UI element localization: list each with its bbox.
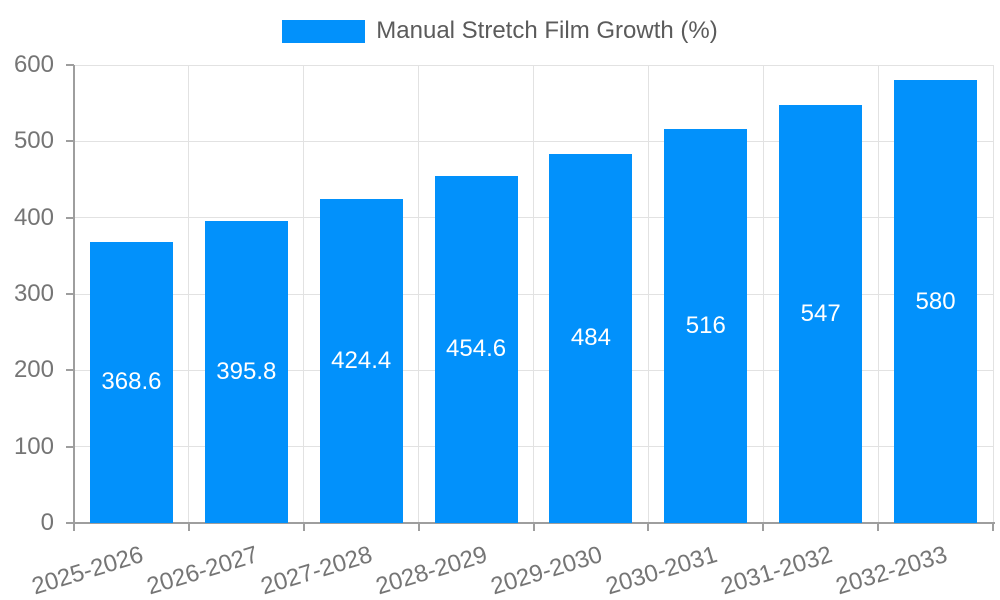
x-gridline xyxy=(762,65,764,523)
legend-label: Manual Stretch Film Growth (%) xyxy=(376,17,718,44)
bar[interactable] xyxy=(779,105,863,523)
x-tick-label: 2028-2029 xyxy=(373,541,491,600)
y-axis-tick xyxy=(66,445,74,448)
y-axis-tick xyxy=(66,64,74,66)
bar-value-label: 424.4 xyxy=(331,347,392,375)
y-tick-label: 100 xyxy=(13,432,54,460)
y-tick-label: 600 xyxy=(13,51,54,78)
x-axis-line xyxy=(73,522,995,524)
bar[interactable] xyxy=(434,175,518,523)
x-tick-label: 2032-2033 xyxy=(832,541,951,600)
x-tick-label: 2030-2031 xyxy=(602,541,721,600)
x-tick-label: 2027-2028 xyxy=(258,541,376,600)
y-tick-label: 500 xyxy=(13,127,54,155)
y-axis-tick xyxy=(66,522,74,524)
y-tick-label: 400 xyxy=(13,203,54,231)
y-tick-label: 0 xyxy=(40,509,54,536)
y-axis-tick xyxy=(66,216,74,219)
x-gridline xyxy=(992,65,994,523)
y-axis-tick xyxy=(66,369,74,372)
x-gridline xyxy=(303,65,305,523)
x-gridline xyxy=(533,65,534,523)
bar[interactable] xyxy=(894,80,978,523)
bar[interactable] xyxy=(89,241,173,523)
x-tick-label: 2026-2027 xyxy=(143,541,261,600)
x-gridline xyxy=(418,65,420,523)
bar-value-label: 395.8 xyxy=(216,357,277,385)
y-tick-label: 300 xyxy=(13,280,54,307)
bar-value-label: 454.6 xyxy=(446,335,507,363)
x-axis-tick xyxy=(417,523,420,531)
legend[interactable]: Manual Stretch Film Growth (%) xyxy=(0,17,1000,45)
y-axis-line xyxy=(73,65,75,523)
bar-value-label: 580 xyxy=(915,287,956,315)
y-axis-tick xyxy=(66,293,74,295)
y-tick-label: 200 xyxy=(13,356,54,384)
x-axis-tick xyxy=(302,523,305,531)
x-gridline xyxy=(647,65,649,523)
legend-swatch xyxy=(282,19,366,43)
bar-value-label: 516 xyxy=(685,312,726,340)
bar-value-label: 484 xyxy=(570,324,611,352)
x-axis-tick xyxy=(187,523,190,531)
bar-value-label: 547 xyxy=(800,300,841,328)
x-tick-label: 2031-2032 xyxy=(717,541,836,600)
y-axis-tick xyxy=(66,140,74,143)
bar[interactable] xyxy=(664,129,748,523)
bar[interactable] xyxy=(204,220,288,523)
x-gridline xyxy=(188,65,190,523)
x-axis-tick xyxy=(73,523,75,531)
x-tick-label: 2025-2026 xyxy=(28,541,147,600)
bar-value-label: 368.6 xyxy=(101,368,162,396)
x-axis-tick xyxy=(532,523,535,531)
x-axis-tick xyxy=(762,523,765,531)
x-gridline xyxy=(877,65,879,523)
bar[interactable] xyxy=(549,153,633,523)
x-tick-label: 2029-2030 xyxy=(487,541,606,600)
x-axis-tick xyxy=(877,523,880,531)
bar[interactable] xyxy=(319,199,403,523)
x-axis-tick xyxy=(647,523,650,531)
x-axis-tick xyxy=(992,523,994,531)
